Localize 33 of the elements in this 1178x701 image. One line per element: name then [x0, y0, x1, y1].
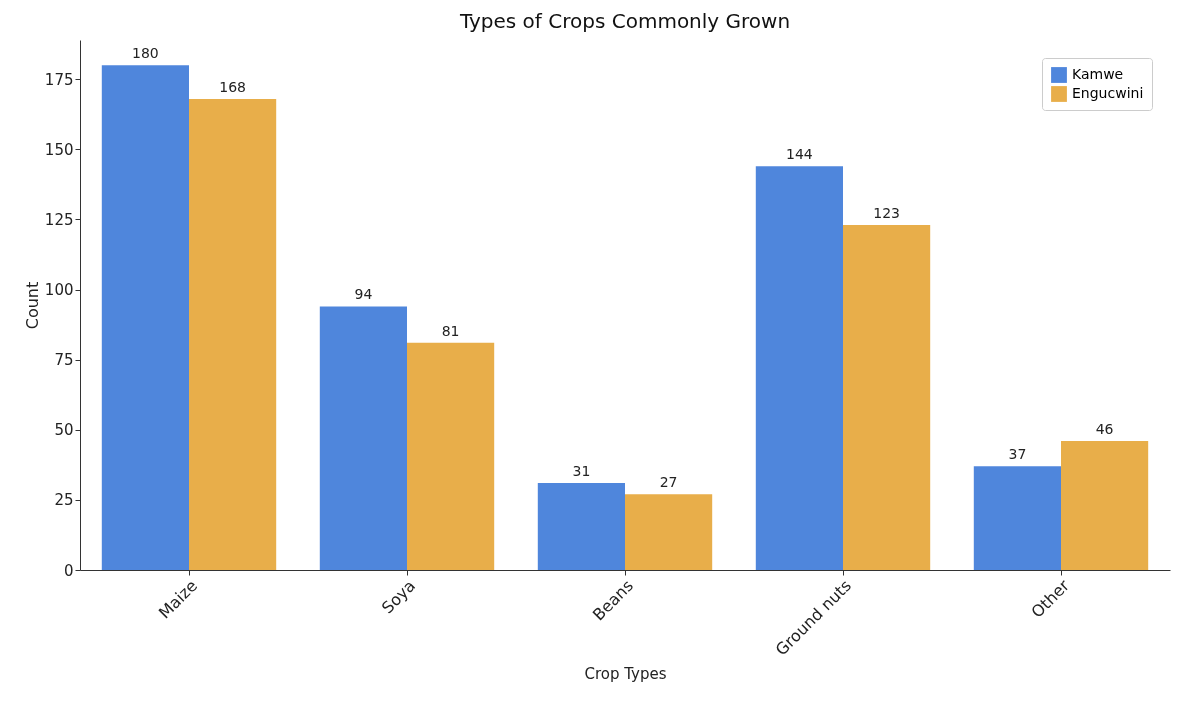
bar [1061, 441, 1149, 570]
data-label: 81 [441, 322, 460, 339]
chart-title: Types of Crops Commonly Grown [458, 9, 791, 33]
y-axis-title: Count [22, 281, 42, 330]
data-label: 123 [873, 205, 900, 222]
bar [189, 98, 277, 570]
y-tick-label: 100 [44, 281, 74, 300]
legend-label: Kamwe [1072, 66, 1124, 82]
data-label: 37 [1008, 446, 1027, 463]
legend-label: Engucwini [1072, 85, 1144, 101]
y-tick-label: 75 [54, 351, 74, 370]
bar [101, 65, 189, 570]
y-tick-label: 150 [44, 140, 74, 159]
bar [407, 342, 495, 570]
bar [755, 166, 843, 570]
bar [973, 466, 1061, 570]
data-label: 94 [354, 286, 373, 303]
y-tick-label: 125 [44, 210, 74, 229]
bar [625, 494, 713, 570]
y-tick-label: 0 [63, 561, 74, 580]
data-label: 46 [1095, 421, 1114, 438]
x-axis-title: Crop Types [584, 664, 667, 683]
y-tick-label: 50 [54, 421, 74, 440]
bar [843, 225, 931, 570]
bar [537, 483, 625, 570]
data-label: 144 [786, 146, 813, 163]
bar [319, 306, 407, 570]
data-label: 168 [219, 78, 246, 95]
y-tick-label: 25 [54, 491, 74, 510]
y-tick-label: 175 [44, 70, 74, 89]
data-label: 180 [132, 45, 159, 62]
data-label: 27 [659, 474, 678, 491]
data-label: 31 [572, 463, 591, 480]
